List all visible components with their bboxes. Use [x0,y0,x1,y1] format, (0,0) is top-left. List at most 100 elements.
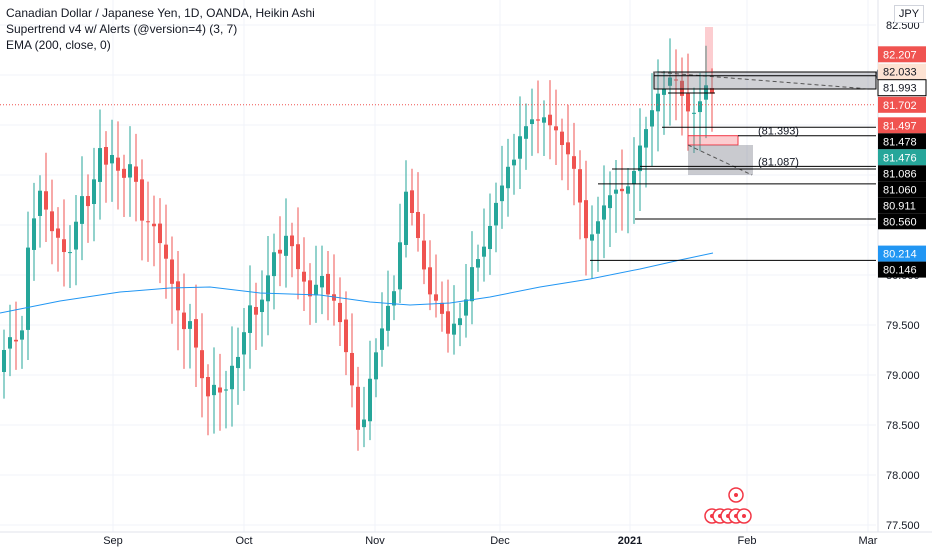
latest-marker-zone [705,27,713,72]
ema-layer [0,252,714,314]
time-tick-label: Feb [738,535,757,547]
candle-body [266,275,270,302]
time-tick-label: 2021 [618,535,642,547]
price-badge: 81.476 [878,149,926,166]
price-badge-bg [878,96,926,113]
candle-body [248,305,252,333]
candle-body [86,196,90,207]
candle-body [260,299,264,313]
candle-body [80,196,84,224]
time-tick-label: Nov [365,535,385,547]
candle-body [344,319,348,353]
candle-body [548,114,552,126]
candle-body [644,129,648,148]
time-tick-label: Dec [490,535,510,547]
candle-body [44,191,48,210]
candle-body [278,249,282,254]
price-badge: 81.993 [877,79,927,97]
price-tick-label: 79.000 [886,370,920,382]
candle-body [20,330,24,340]
time-tick-label: Oct [235,535,252,547]
price-badge-label: 80.214 [883,249,917,261]
candle-body [590,234,594,241]
candle-body [8,337,12,349]
price-badge: 81.060 [878,181,926,198]
candle-body [56,228,60,238]
candle-body [350,352,354,386]
symbol-title[interactable]: Canadian Dollar / Japanese Yen, 1D, OAND… [6,6,315,20]
event-markers[interactable] [704,487,752,524]
price-badge-bg [878,181,926,198]
price-badge-label: 80.911 [883,200,916,212]
candle-body [74,221,78,250]
price-badge-bg [878,117,926,134]
candle-body [692,112,696,114]
candle-body [26,247,30,330]
candle-body [386,305,390,331]
candle-body [176,281,180,311]
ema-legend[interactable]: EMA (200, close, 0) [6,38,111,52]
candle-body [152,223,156,227]
candle-body [554,126,558,131]
candle-body [530,119,534,125]
candle-body [524,126,528,139]
price-badge-label: 81.060 [883,184,917,196]
price-badge-label: 82.033 [883,67,917,79]
candle-body [422,240,426,270]
price-tick-label: 77.500 [886,520,920,532]
candle-body [662,88,666,95]
candle-body [398,242,402,290]
candle-body [668,77,672,86]
candle-body [602,205,606,220]
price-badge: 80.911 [878,197,926,214]
price-badges: 82.207 82.033 81.993 81.702 81.497 81.478 81.4… [877,46,927,278]
candle-body [476,259,480,268]
candle-body [626,186,630,194]
price-badge: 81.478 [878,133,926,150]
price-badge: 81.497 [878,117,926,134]
candle-body [638,145,642,172]
price-tick-label: 79.500 [886,320,920,332]
candle-body [200,350,204,379]
currency-button[interactable]: JPY [894,5,924,23]
candle-body [392,291,396,306]
price-badge: 82.207 [878,46,926,63]
price-badge-label: 81.086 [883,168,917,180]
candle-body [356,386,360,430]
candle-body [308,280,312,297]
candle-body [242,332,246,355]
candles-layer [2,38,714,451]
candle-body [50,211,54,232]
candle-body [110,154,114,164]
candle-body [566,142,570,155]
price-tick-label: 78.000 [886,470,920,482]
range-diagonal-bottom [687,144,753,176]
candle-body [584,200,588,239]
supertrend-legend[interactable]: Supertrend v4 w/ Alerts (@version=4) (3,… [6,22,238,36]
candle-body [560,131,564,146]
candle-body [446,311,450,334]
candle-body [434,294,438,301]
grid-lines [0,0,876,532]
candle-body [650,110,654,127]
price-badge-bg [878,149,926,166]
candle-body [32,218,36,250]
candle-body [182,312,186,330]
candle-body [188,321,192,329]
chart-legend: Canadian Dollar / Japanese Yen, 1D, OAND… [6,5,315,53]
price-badge-bg [878,165,926,182]
candle-body [236,356,240,369]
candle-body [428,267,432,295]
candle-body [374,352,378,380]
candle-body [158,223,162,244]
candle-body [512,159,516,166]
range-diagonal-top [653,71,871,90]
price-badge-bg [878,63,926,80]
candle-body [470,267,474,302]
price-badge-bg [878,133,926,150]
candle-body [302,271,306,282]
candle-body [332,294,336,301]
price-badge: 80.560 [878,213,926,230]
time-axis[interactable]: Sep Oct Nov Dec 2021 Feb Mar [0,531,932,547]
